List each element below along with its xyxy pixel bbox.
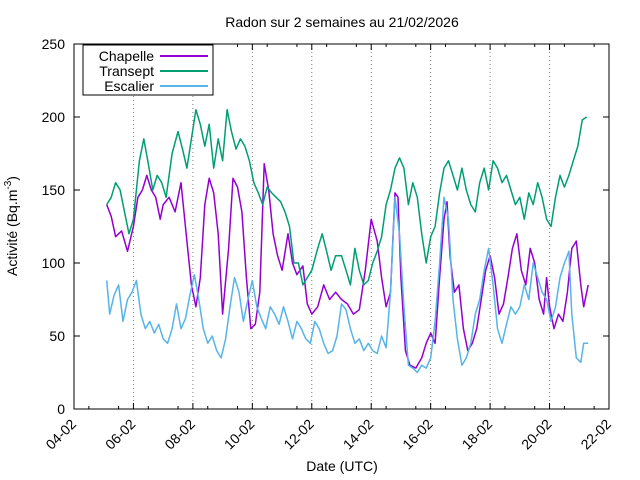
x-axis-label: Date (UTC) <box>306 458 378 474</box>
legend-label-escalier: Escalier <box>104 78 154 94</box>
y-tick-label: 150 <box>42 182 66 198</box>
y-tick-label: 0 <box>57 401 65 417</box>
y-axis-label-close: ) <box>4 176 20 181</box>
series-layer <box>105 108 589 374</box>
y-axis-label-main: Activité (Bq.m <box>4 190 20 276</box>
legend: Chapelle Transept Escalier <box>82 44 214 96</box>
y-tick-label: 200 <box>42 109 66 125</box>
y-tick-label: 50 <box>49 328 65 344</box>
y-tick-label: 250 <box>42 36 66 52</box>
chart-title: Radon sur 2 semaines au 21/02/2026 <box>225 14 459 30</box>
y-axis-label-sup: -3 <box>3 180 14 189</box>
y-axis-label: Activité (Bq.m-3) <box>3 176 20 276</box>
series-line-escalier <box>105 196 589 374</box>
series-line-transept <box>106 108 588 286</box>
y-tick-label: 100 <box>42 255 66 271</box>
legend-label-transept: Transept <box>99 63 154 79</box>
series-line-chapelle <box>105 162 589 369</box>
plot-frame <box>73 43 610 410</box>
legend-label-chapelle: Chapelle <box>99 48 154 64</box>
